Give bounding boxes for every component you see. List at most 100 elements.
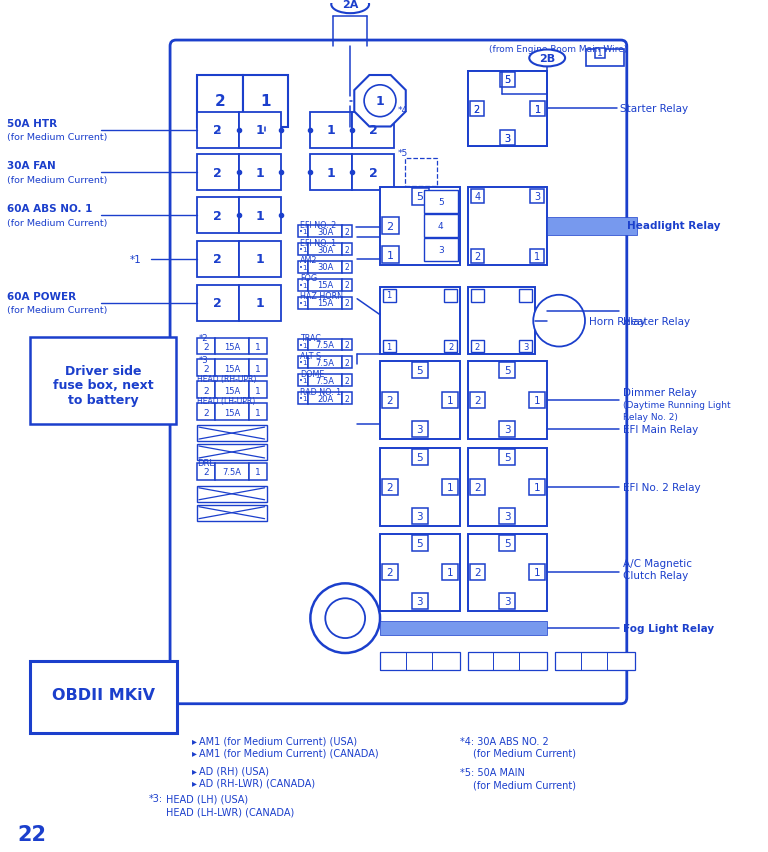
Bar	[299, 339, 309, 351]
Bar	[309, 226, 343, 238]
Text: 3: 3	[505, 134, 511, 143]
Text: 3: 3	[504, 596, 511, 607]
Text: RAD NO. 1: RAD NO. 1	[300, 388, 342, 396]
Text: 2: 2	[345, 394, 349, 403]
Bar	[197, 242, 239, 278]
Text: 15A: 15A	[223, 408, 240, 417]
Bar	[310, 112, 353, 148]
Text: 3: 3	[438, 245, 444, 254]
Text: 7.5A: 7.5A	[316, 341, 335, 349]
Bar	[499, 535, 515, 551]
Bar	[197, 360, 215, 377]
Text: Heater Relay: Heater Relay	[623, 316, 690, 326]
Text: OBDII MKiV: OBDII MKiV	[52, 688, 155, 702]
Text: *2: *2	[199, 334, 208, 343]
Bar	[424, 215, 458, 238]
Text: 5: 5	[438, 198, 444, 206]
Bar	[442, 393, 458, 409]
Text: 15A: 15A	[317, 299, 333, 308]
Bar	[197, 285, 239, 321]
Text: 3: 3	[504, 511, 511, 521]
Bar	[353, 155, 394, 191]
Text: fuse box, next: fuse box, next	[53, 378, 154, 391]
Text: FOG: FOG	[300, 274, 317, 283]
Text: HAZ HORN: HAZ HORN	[300, 292, 343, 301]
Text: Fog Light Relay: Fog Light Relay	[623, 624, 714, 633]
Bar	[530, 250, 545, 263]
Bar	[249, 338, 266, 355]
Text: 1: 1	[446, 482, 453, 492]
Bar	[299, 279, 309, 291]
Bar	[299, 226, 309, 238]
Text: (for Medium Current): (for Medium Current)	[472, 780, 575, 790]
Text: 30A FAN: 30A FAN	[7, 161, 55, 171]
Text: Driver side: Driver side	[65, 365, 141, 377]
Circle shape	[364, 86, 396, 118]
Text: 2: 2	[386, 567, 393, 578]
Bar	[499, 363, 515, 379]
Bar	[468, 534, 547, 612]
Text: 2: 2	[345, 227, 349, 236]
Text: AD (RH-LWR) (CANADA): AD (RH-LWR) (CANADA)	[199, 777, 315, 787]
Circle shape	[310, 584, 380, 653]
Bar	[499, 508, 515, 524]
Bar	[343, 279, 353, 291]
Bar	[382, 247, 399, 263]
Text: AM1 (for Medium Current) (CANADA): AM1 (for Medium Current) (CANADA)	[199, 747, 379, 757]
Text: 2: 2	[345, 281, 349, 290]
Text: 2: 2	[214, 210, 222, 222]
Text: 2: 2	[345, 377, 349, 385]
Bar	[382, 565, 398, 581]
Text: ALT S: ALT S	[300, 352, 322, 360]
Text: TRAC: TRAC	[300, 334, 321, 343]
Text: 22: 22	[18, 824, 47, 844]
Bar	[412, 535, 428, 551]
Bar	[380, 653, 459, 671]
Text: 2: 2	[203, 343, 209, 352]
Ellipse shape	[331, 0, 369, 14]
Bar	[530, 190, 545, 204]
Bar	[197, 505, 266, 521]
Text: 2: 2	[475, 251, 481, 262]
Text: 2: 2	[474, 482, 481, 492]
Bar	[215, 338, 249, 355]
Bar	[555, 653, 634, 671]
Text: *5: *5	[398, 149, 408, 158]
Text: •1: •1	[300, 229, 308, 235]
Bar	[468, 653, 547, 671]
Text: (for Medium Current): (for Medium Current)	[7, 133, 108, 142]
Text: 2: 2	[345, 263, 349, 272]
Text: 60A POWER: 60A POWER	[7, 291, 76, 302]
Bar	[499, 450, 515, 465]
Bar	[30, 661, 177, 733]
Text: 2: 2	[448, 343, 453, 352]
Bar	[530, 101, 545, 117]
Bar	[197, 463, 215, 481]
Bar	[380, 188, 459, 266]
Bar	[442, 480, 458, 495]
Text: •1: •1	[300, 283, 308, 289]
Text: 5: 5	[504, 538, 511, 548]
Bar	[412, 363, 428, 379]
Polygon shape	[354, 76, 406, 127]
Text: 2: 2	[214, 94, 225, 109]
Text: 1: 1	[535, 105, 541, 114]
Text: 30A: 30A	[317, 263, 333, 272]
Bar	[309, 375, 343, 387]
Text: 1: 1	[446, 396, 453, 406]
Bar	[249, 404, 266, 421]
Circle shape	[533, 296, 585, 347]
Bar	[499, 422, 515, 438]
Bar	[30, 337, 176, 424]
Text: •1: •1	[300, 396, 308, 402]
Text: ▸: ▸	[192, 765, 197, 775]
Bar	[309, 262, 343, 273]
Text: 1: 1	[255, 386, 260, 395]
Bar	[412, 422, 428, 438]
Bar	[380, 534, 459, 612]
Text: DOME: DOME	[300, 370, 325, 378]
Text: 1: 1	[386, 343, 392, 352]
Bar	[299, 262, 309, 273]
Text: 4: 4	[438, 222, 444, 230]
Text: 2: 2	[345, 341, 349, 349]
